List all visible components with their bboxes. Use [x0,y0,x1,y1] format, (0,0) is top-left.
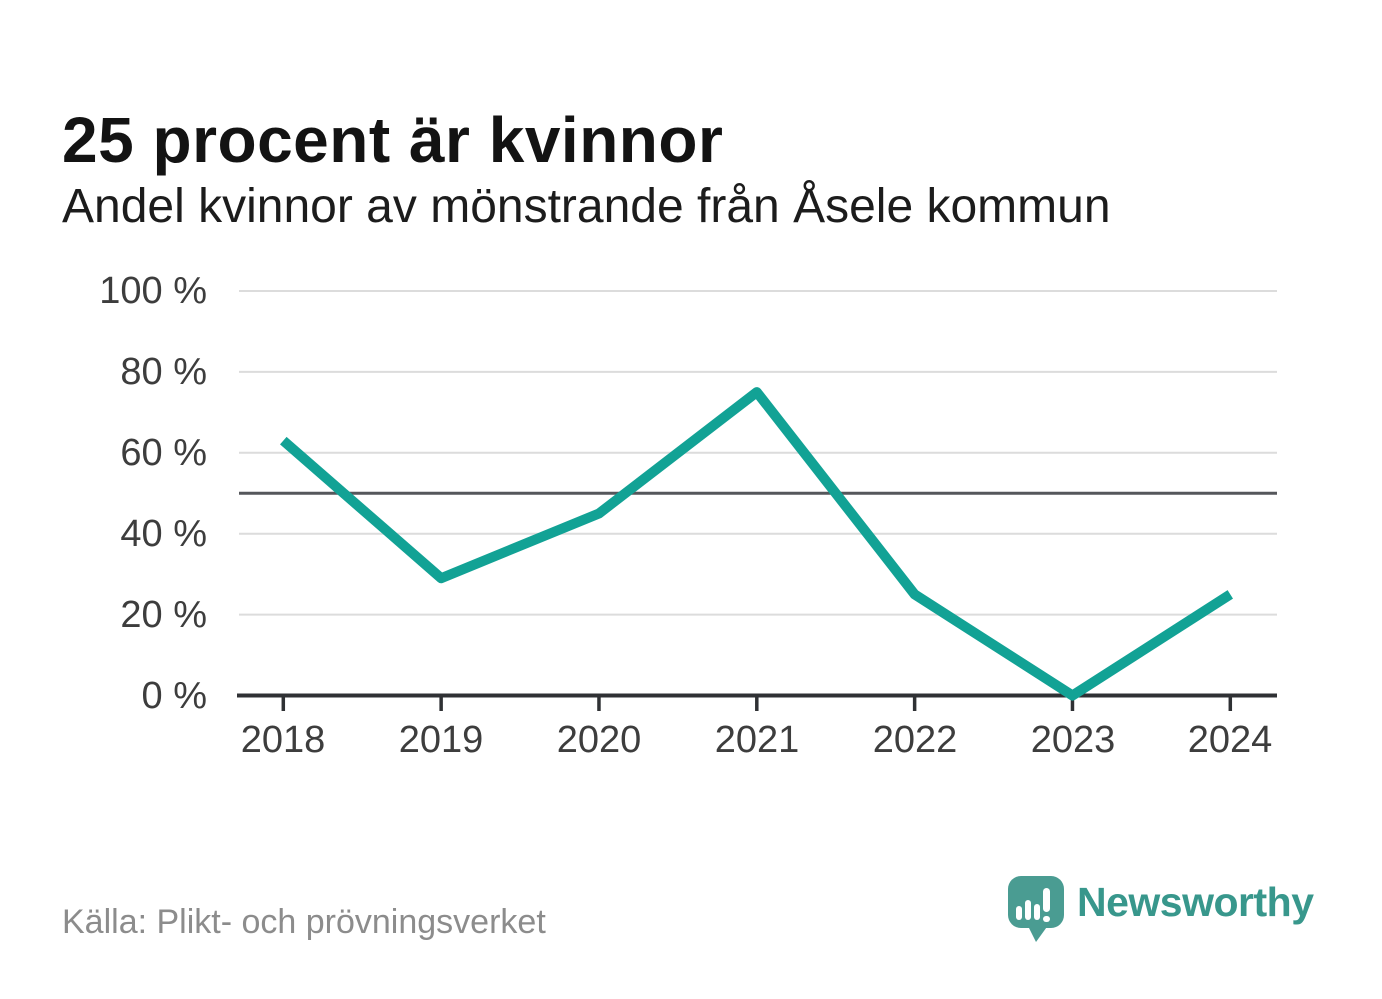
trend-line [280,387,1233,701]
source-label: Källa: Plikt- och prövningsverket [62,903,546,941]
chart-title: 25 procent är kvinnor [62,103,724,176]
newsworthy-logo: Newsworthy [1004,874,1334,954]
newsworthy-logo-text: Newsworthy [1077,879,1314,925]
chart-subtitle: Andel kvinnor av mönstrande från Åsele k… [62,180,1111,233]
newsworthy-speech-bubble-icon [1008,876,1064,942]
